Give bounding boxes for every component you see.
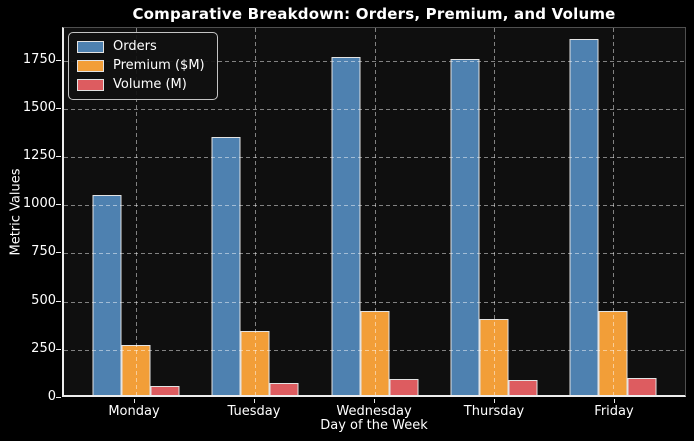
x-axis-label: Day of the Week (320, 418, 428, 433)
legend-item-orders: Orders (77, 40, 205, 54)
x-tick-label-monday: Monday (108, 404, 160, 419)
bar-orders-friday (569, 38, 599, 395)
bar-orders-monday (92, 194, 122, 395)
y-tick-label: 1250 (22, 148, 56, 164)
y-tick-mark (56, 59, 61, 61)
bar-group-tuesday (211, 28, 299, 395)
legend-swatch (77, 60, 104, 72)
bar-group-monday (92, 28, 180, 395)
bar-volume-m-wednesday (389, 378, 418, 395)
y-tick-label: 1750 (22, 51, 56, 67)
bar-volume-m-friday (627, 377, 657, 395)
x-tick-label-thursday: Thursday (463, 404, 525, 419)
y-tick-mark (56, 156, 61, 158)
x-tick-mark (374, 399, 375, 403)
y-tick-label: 0 (47, 389, 56, 404)
bar-premium-m-tuesday (240, 331, 270, 395)
bar-orders-tuesday (211, 136, 241, 395)
bar-group-wednesday (331, 28, 418, 395)
bar-volume-m-monday (150, 386, 180, 395)
x-tick-mark (254, 399, 255, 403)
y-tick-mark (56, 300, 61, 302)
bar-premium-m-wednesday (360, 311, 389, 395)
bar-volume-m-tuesday (269, 383, 299, 395)
legend-item-premium-m: Premium ($M) (77, 59, 205, 73)
legend-label: Orders (113, 39, 157, 54)
bar-premium-m-thursday (479, 318, 509, 395)
y-tick-mark (56, 107, 61, 109)
y-tick-label: 1000 (22, 196, 56, 212)
y-tick-label: 1500 (22, 99, 56, 115)
bar-volume-m-thursday (508, 379, 538, 395)
y-tick-mark (56, 204, 61, 206)
y-tick-mark (56, 348, 61, 350)
bar-premium-m-friday (598, 311, 628, 395)
bar-premium-m-monday (121, 344, 151, 395)
legend-label: Volume (M) (113, 77, 187, 92)
legend: Orders Premium ($M) Volume (M) (68, 32, 218, 100)
bar-orders-wednesday (331, 56, 360, 395)
bar-group-thursday (450, 28, 538, 395)
bar-group-friday (569, 28, 657, 395)
chart-title: Comparative Breakdown: Orders, Premium, … (132, 5, 616, 23)
bar-orders-thursday (450, 58, 480, 395)
legend-swatch (77, 79, 104, 91)
x-tick-mark (614, 399, 615, 403)
y-tick-label: 500 (31, 292, 56, 308)
y-tick-mark (56, 397, 61, 398)
legend-item-volume-m: Volume (M) (77, 78, 205, 92)
x-tick-label-friday: Friday (594, 404, 634, 419)
x-tick-label-tuesday: Tuesday (227, 404, 281, 419)
legend-label: Premium ($M) (113, 58, 205, 73)
y-tick-mark (56, 252, 61, 254)
bars-layer (64, 28, 685, 395)
x-tick-mark (134, 399, 135, 403)
y-tick-label: 250 (31, 340, 56, 356)
x-tick-mark (494, 399, 495, 403)
plot-area: Orders Premium ($M) Volume (M) (62, 27, 686, 397)
y-tick-label: 750 (31, 244, 56, 260)
legend-swatch (77, 41, 104, 53)
x-tick-label-wednesday: Wednesday (336, 404, 412, 419)
